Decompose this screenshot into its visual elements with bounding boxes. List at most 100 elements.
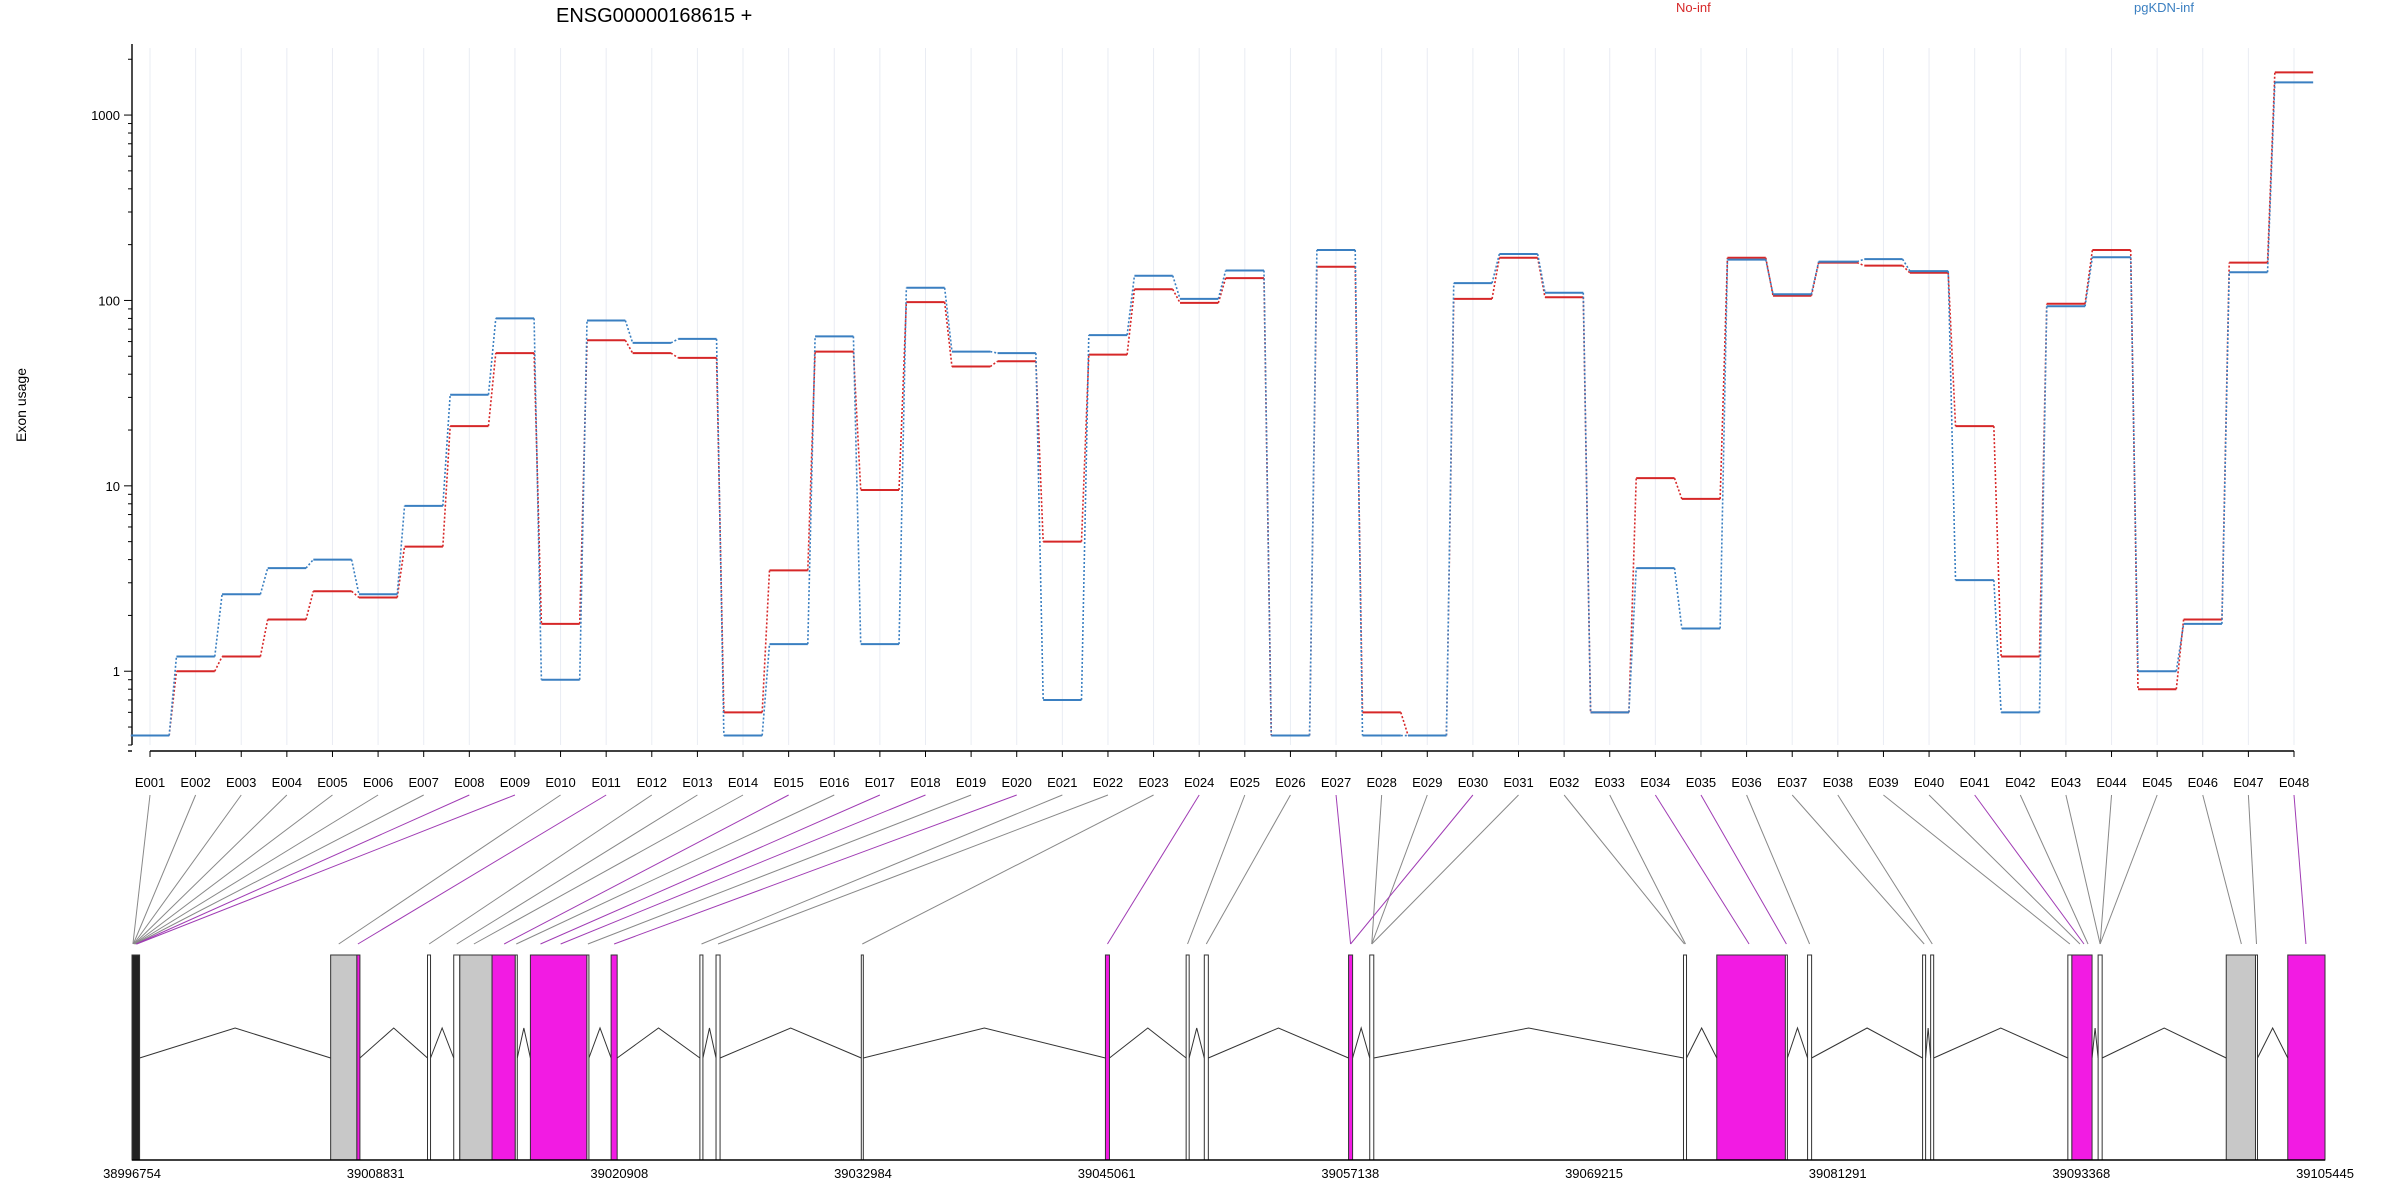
exon-box xyxy=(491,954,516,1161)
exon-label-e017: E017 xyxy=(865,775,895,790)
exon-box xyxy=(2225,954,2256,1161)
exon-label-e004: E004 xyxy=(272,775,302,790)
usage-connector xyxy=(1856,258,1865,263)
exon-label-e006: E006 xyxy=(363,775,393,790)
exon-link xyxy=(613,794,1017,945)
exon-label-e045: E045 xyxy=(2142,775,2172,790)
usage-connector xyxy=(1810,262,1820,296)
exon-link xyxy=(1837,794,1933,945)
exon-label-e039: E039 xyxy=(1868,775,1898,790)
exon-label-e048: E048 xyxy=(2279,775,2309,790)
usage-connector xyxy=(259,619,269,657)
usage-connector xyxy=(990,350,998,354)
intron xyxy=(516,1027,531,1059)
exon-label-e027: E027 xyxy=(1321,775,1351,790)
usage-connector xyxy=(442,394,451,506)
exon-label-e025: E025 xyxy=(1230,775,1260,790)
usage-connector xyxy=(898,302,908,490)
exon-box xyxy=(330,954,358,1161)
exon-box xyxy=(699,954,704,1161)
intron xyxy=(1188,1027,1205,1059)
exon-link xyxy=(2293,794,2307,945)
intron xyxy=(430,1026,455,1059)
intron xyxy=(863,1027,1106,1059)
intron xyxy=(616,1027,701,1059)
usage-connector xyxy=(533,318,543,680)
exon-label-e035: E035 xyxy=(1686,775,1716,790)
exon-link xyxy=(516,794,835,945)
usage-connector xyxy=(533,353,543,624)
exon-label-e043: E043 xyxy=(2051,775,2081,790)
exon-box xyxy=(131,954,141,1161)
usage-connector xyxy=(670,352,679,359)
coordinate-label: 39093368 xyxy=(2052,1166,2110,1181)
usage-connector xyxy=(1719,257,1729,499)
exon-label-e023: E023 xyxy=(1138,775,1168,790)
usage-connector xyxy=(487,353,497,427)
exon-link xyxy=(1187,794,1246,945)
exon-link xyxy=(456,794,698,945)
exon-box xyxy=(2287,954,2326,1161)
usage-connector xyxy=(1719,259,1729,629)
exon-label-e012: E012 xyxy=(637,775,667,790)
exon-box xyxy=(1203,954,1209,1161)
usage-connector xyxy=(852,351,862,491)
usage-connector xyxy=(1080,335,1090,700)
usage-connector xyxy=(1308,250,1318,736)
exon-label-e034: E034 xyxy=(1640,775,1670,790)
usage-connector xyxy=(1810,261,1820,295)
exon-label-e019: E019 xyxy=(956,775,986,790)
exon-link xyxy=(1974,794,2085,945)
exon-link xyxy=(1654,794,1750,945)
usage-connector xyxy=(259,567,269,595)
intron xyxy=(139,1027,331,1059)
exon-box xyxy=(1922,954,1927,1161)
exon-box xyxy=(1930,954,1935,1161)
intron xyxy=(1786,1026,1809,1059)
exon-box xyxy=(715,954,721,1161)
usage-connector xyxy=(578,320,588,680)
exon-link xyxy=(2202,794,2242,945)
usage-connector xyxy=(1536,253,1546,293)
exon-link xyxy=(1205,794,1291,945)
intron xyxy=(1352,1026,1371,1059)
intron xyxy=(1933,1027,2069,1059)
intron xyxy=(588,1026,612,1059)
series xyxy=(130,71,2314,737)
exon-box xyxy=(1104,954,1110,1161)
exon-link xyxy=(1371,794,1519,945)
intron xyxy=(719,1027,862,1059)
exon-link xyxy=(134,794,333,945)
usage-connector xyxy=(1856,261,1865,267)
coordinate-label: 39069215 xyxy=(1565,1166,1623,1181)
exon-label-e026: E026 xyxy=(1275,775,1305,790)
exon-label-e030: E030 xyxy=(1458,775,1488,790)
exon-link xyxy=(338,794,561,945)
usage-connector xyxy=(1217,277,1227,304)
exon-links xyxy=(132,794,2307,945)
intron xyxy=(359,1027,428,1059)
exon-link xyxy=(2247,794,2258,945)
exon-box xyxy=(586,954,590,1161)
exon-box xyxy=(1185,954,1190,1161)
y-tick-label: 1000 xyxy=(91,108,120,123)
usage-connector xyxy=(213,594,223,657)
usage-connector xyxy=(943,287,953,352)
y-axis-label: Exon usage xyxy=(13,368,29,442)
usage-connector xyxy=(1080,354,1090,542)
exon-label-e024: E024 xyxy=(1184,775,1214,790)
exon-label-e041: E041 xyxy=(1959,775,1989,790)
coordinate-label: 39081291 xyxy=(1809,1166,1867,1181)
exon-label-e005: E005 xyxy=(317,775,347,790)
usage-connector xyxy=(487,318,497,395)
exon-box xyxy=(1682,954,1688,1161)
usage-connector xyxy=(1445,283,1455,736)
exon-link xyxy=(1371,794,1428,945)
exon-link xyxy=(1350,794,1474,945)
usage-connector xyxy=(1947,271,1957,581)
exon-label-e013: E013 xyxy=(682,775,712,790)
usage-connector xyxy=(2221,272,2231,624)
series-no-inf xyxy=(130,71,2314,737)
coordinate-label: 39020908 xyxy=(590,1166,648,1181)
exon-link xyxy=(1609,794,1686,945)
